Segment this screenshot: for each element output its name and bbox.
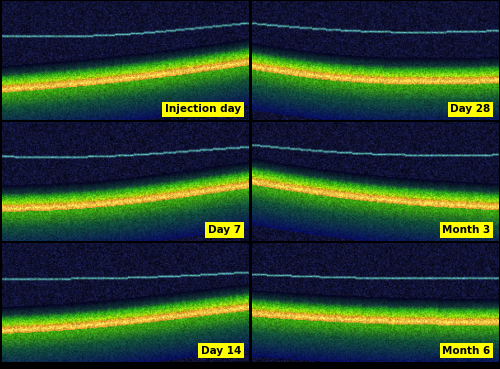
Text: Injection day: Injection day — [165, 104, 241, 114]
Text: Day 7: Day 7 — [208, 225, 241, 235]
Text: Day 14: Day 14 — [200, 346, 241, 356]
Text: Month 6: Month 6 — [442, 346, 490, 356]
Text: Month 3: Month 3 — [442, 225, 490, 235]
Text: Day 28: Day 28 — [450, 104, 490, 114]
